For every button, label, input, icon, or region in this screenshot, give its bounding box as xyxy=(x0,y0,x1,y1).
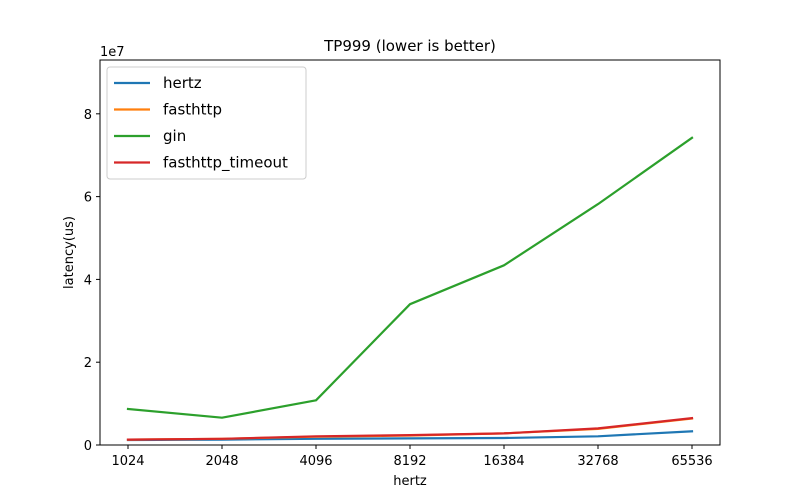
x-tick-label: 8192 xyxy=(393,454,426,469)
legend-box xyxy=(106,66,307,180)
legend-label-fasthttp: fasthttp xyxy=(163,101,222,119)
x-tick-label: 1024 xyxy=(111,454,144,469)
x-tick-label: 4096 xyxy=(299,454,332,469)
legend-label-hertz: hertz xyxy=(163,74,202,92)
y-tick-label: 8 xyxy=(84,108,92,123)
x-tick-label: 2048 xyxy=(205,454,238,469)
y-tick-label: 0 xyxy=(84,439,92,454)
legend: hertz fasthttp gin fasthttp_timeout xyxy=(106,66,307,180)
plot-frame-border xyxy=(99,59,721,446)
x-tick-label: 16384 xyxy=(483,454,524,469)
x-tick-label: 65536 xyxy=(671,454,712,469)
series-lines xyxy=(126,136,694,442)
y-axis-title: latency(us) xyxy=(62,216,77,289)
y-tick-label: 2 xyxy=(84,356,92,371)
legend-label-fasthttp-timeout: fasthttp_timeout xyxy=(163,154,288,173)
series-line-fasthttp-timeout xyxy=(126,416,694,441)
y-axis-offset-label: 1e7 xyxy=(100,45,125,60)
chart-title: TP999 (lower is better) xyxy=(323,37,496,55)
series-line-gin xyxy=(126,136,694,419)
y-tick-label: 4 xyxy=(84,273,92,288)
x-tick-label: 32768 xyxy=(577,454,618,469)
legend-label-gin: gin xyxy=(163,127,186,145)
y-tick-label: 6 xyxy=(84,191,92,206)
x-axis: 1024 2048 4096 8192 16384 32768 65536 xyxy=(111,445,713,469)
x-axis-title: hertz xyxy=(393,474,427,489)
y-axis: 0 2 4 6 8 xyxy=(84,108,100,454)
